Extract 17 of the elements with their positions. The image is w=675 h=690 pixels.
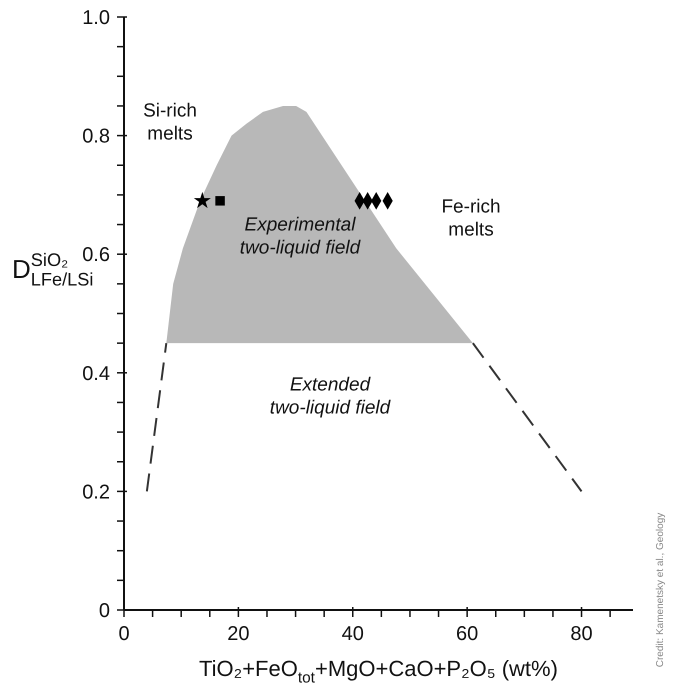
annotation: Si-rich melts bbox=[143, 100, 197, 144]
y-tick-label: 0.2 bbox=[82, 481, 110, 504]
x-axis-title: TiO₂+FeO$_{tot}$+MgO+CaO+P₂O₅ (wt%) bbox=[199, 656, 558, 687]
y-tick-label: 1.0 bbox=[82, 7, 110, 29]
x-tick-label: 20 bbox=[227, 623, 250, 645]
y-tick-label: 0 bbox=[98, 600, 110, 622]
text: Credit: Kamenetsky et al., Geology bbox=[655, 512, 666, 668]
annotation: Extended two-liquid field bbox=[270, 374, 392, 418]
x-tick-label: 60 bbox=[456, 623, 478, 645]
y-tick-label: 0.6 bbox=[82, 244, 110, 266]
y-tick-label: 0.8 bbox=[82, 126, 110, 148]
y-tick-label: 0.4 bbox=[82, 362, 110, 385]
annotation: Fe-rich melts bbox=[441, 196, 501, 240]
annotation: Experimental two-liquid field bbox=[240, 214, 362, 258]
x-tick-label: 80 bbox=[570, 623, 593, 645]
x-tick-label: 40 bbox=[342, 623, 364, 645]
x-tick-label: 0 bbox=[118, 623, 130, 645]
